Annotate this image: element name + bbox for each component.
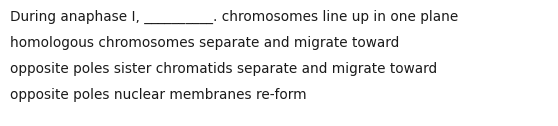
Text: homologous chromosomes separate and migrate toward: homologous chromosomes separate and migr… [10, 36, 400, 50]
Text: During anaphase I, __________. chromosomes line up in one plane: During anaphase I, __________. chromosom… [10, 10, 458, 24]
Text: opposite poles nuclear membranes re-form: opposite poles nuclear membranes re-form [10, 88, 307, 102]
Text: opposite poles sister chromatids separate and migrate toward: opposite poles sister chromatids separat… [10, 62, 437, 76]
